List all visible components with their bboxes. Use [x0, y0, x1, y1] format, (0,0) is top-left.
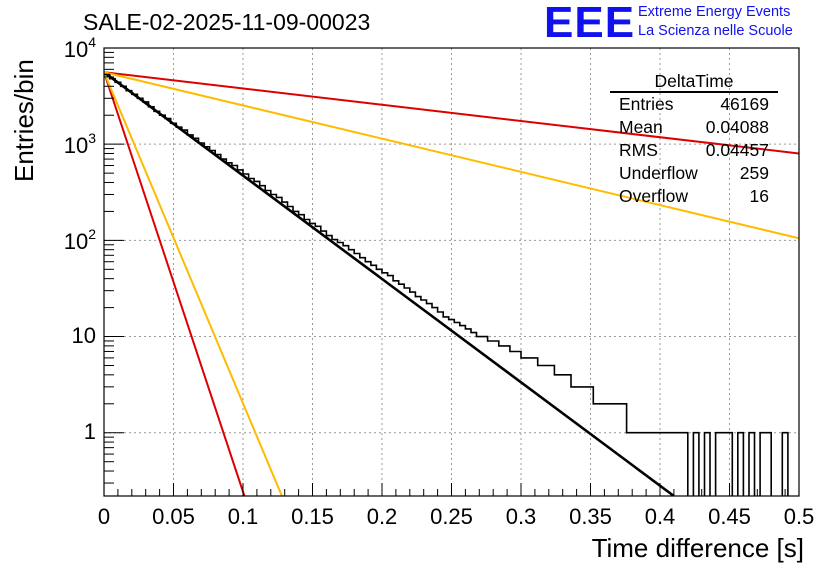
y-tick-base: 10 — [63, 37, 89, 62]
y-tick-exponent: 2 — [88, 226, 96, 243]
y-tick-exponent: 3 — [88, 130, 96, 147]
y-tick-label: 102 — [36, 226, 96, 255]
grid-lines — [104, 48, 799, 496]
y-axis-label: Entries/bin — [9, 59, 39, 182]
logo-line-1: Extreme Energy Events — [638, 4, 791, 20]
x-tick-label: 0.2 — [366, 504, 398, 529]
stats-value: 0.04088 — [705, 117, 769, 137]
stats-row-overflow: Overflow 16 — [610, 185, 778, 208]
stats-value: 16 — [749, 186, 769, 206]
x-tick-label: 0.4 — [644, 504, 676, 529]
y-tick-exponent: 4 — [88, 34, 96, 50]
x-tick-label: 0.5 — [783, 504, 815, 529]
stats-value: 0.04457 — [705, 140, 769, 160]
x-tick-label: 0.45 — [708, 504, 751, 529]
stats-label: Overflow — [619, 186, 689, 206]
stats-value: 259 — [739, 163, 769, 183]
fit-yellow-steep — [104, 71, 283, 496]
fit-red-steep — [104, 71, 246, 496]
x-tick-label: 0.25 — [430, 504, 473, 529]
stats-label: Underflow — [619, 163, 698, 183]
fit-lines — [104, 71, 799, 496]
x-tick-label: 0.3 — [505, 504, 537, 529]
y-tick-label: 104 — [36, 34, 96, 63]
logo-line-2: La Scienza nelle Scuole — [638, 23, 793, 39]
y-tick-label: 10 — [36, 323, 96, 349]
stats-label: Entries — [619, 94, 674, 114]
y-tick-base: 10 — [63, 229, 89, 255]
x-tick-label: 0 — [97, 504, 111, 529]
stats-row-rms: RMS 0.04457 — [610, 139, 778, 162]
x-axis-label: Time difference [s] — [591, 533, 804, 563]
x-tick-label: 0.05 — [152, 504, 195, 529]
y-tick-base: 10 — [63, 133, 89, 159]
histogram-outline — [104, 73, 789, 496]
stats-box: DeltaTime Entries 46169 Mean 0.04088 RMS… — [610, 72, 778, 208]
fit-yellow-shallow — [104, 71, 799, 240]
stats-row-underflow: Underflow 259 — [610, 162, 778, 185]
stats-row-mean: Mean 0.04088 — [610, 116, 778, 139]
stats-label: Mean — [619, 117, 663, 137]
stats-label: RMS — [619, 140, 658, 160]
stats-title: DeltaTime — [610, 72, 778, 93]
y-tick-label: 103 — [36, 130, 96, 159]
stats-value: 46169 — [720, 94, 769, 114]
x-tick-label: 0.1 — [227, 504, 259, 529]
histogram — [104, 73, 789, 496]
y-tick-base: 10 — [71, 322, 96, 348]
y-tick-label: 1 — [36, 419, 96, 445]
eee-logo-text: Extreme Energy Events La Scienza nelle S… — [638, 3, 793, 41]
x-tick-label: 0.35 — [569, 504, 612, 529]
stats-row-entries: Entries 46169 — [610, 93, 778, 116]
axis-ticks — [103, 47, 800, 496]
fit-red-shallow — [104, 71, 799, 155]
y-tick-base: 1 — [83, 418, 96, 444]
x-tick-label: 0.15 — [291, 504, 334, 529]
eee-logo: EEE — [544, 0, 636, 47]
chart-title: SALE-02-2025-11-09-00023 — [83, 9, 371, 35]
